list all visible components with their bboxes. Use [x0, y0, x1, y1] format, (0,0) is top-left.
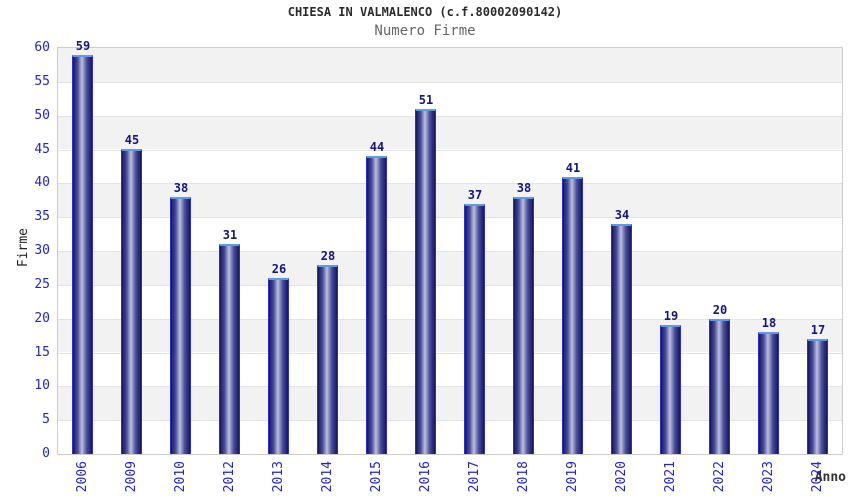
- bar-2006: [72, 55, 93, 454]
- bar-value-label: 20: [712, 303, 728, 317]
- x-tick-label-2010: 2010: [173, 461, 188, 493]
- bar-value-label: 38: [516, 181, 532, 195]
- bar-value-label: 37: [467, 188, 483, 202]
- bar-value-label: 31: [222, 228, 238, 242]
- bar-value-label: 19: [663, 309, 679, 323]
- bar-2022: [709, 319, 730, 454]
- bar-value-label: 51: [418, 93, 434, 107]
- y-tick-label: 0: [42, 446, 50, 461]
- bar-2009: [121, 149, 142, 454]
- bar-value-label: 59: [75, 39, 91, 53]
- y-tick-label: 30: [34, 243, 50, 258]
- chart-subtitle: Numero Firme: [374, 23, 476, 39]
- x-tick-label-2019: 2019: [565, 461, 580, 493]
- bar-2017: [464, 204, 485, 454]
- grid-band: [58, 48, 842, 82]
- bar-2020: [611, 224, 632, 454]
- x-tick-label-2015: 2015: [369, 461, 384, 493]
- bar-value-label: 34: [614, 208, 630, 222]
- bar-2015: [366, 156, 387, 454]
- plot-area: 59 45 38 31 26 28 44 51 37 38 41 34 19 20 18 17: [57, 39, 843, 455]
- x-tick-label-2012: 2012: [222, 461, 237, 493]
- bar-2013: [268, 278, 289, 454]
- y-tick-label: 10: [34, 378, 50, 393]
- x-axis-title: Anno: [814, 470, 846, 485]
- y-tick-label: 15: [34, 345, 50, 360]
- x-tick-label-2014: 2014: [320, 461, 335, 493]
- x-tick-label-2006: 2006: [75, 461, 90, 493]
- bar-value-label: 18: [761, 316, 777, 330]
- y-tick-label: 55: [34, 74, 50, 89]
- y-tick-label: 20: [34, 311, 50, 326]
- bar-value-label: 38: [173, 181, 189, 195]
- y-tick-label: 5: [42, 412, 50, 427]
- x-tick-label-2018: 2018: [516, 461, 531, 493]
- x-tick-label-2020: 2020: [614, 461, 629, 493]
- bar-value-label: 44: [369, 140, 385, 154]
- bar-value-label: 45: [124, 133, 140, 147]
- x-tick-label-2017: 2017: [467, 461, 482, 493]
- bar-value-label: 41: [565, 161, 581, 175]
- bar-2012: [219, 244, 240, 454]
- bar-2018: [513, 197, 534, 454]
- x-tick-label-2023: 2023: [761, 461, 776, 493]
- bar-2016: [415, 109, 436, 454]
- bar-value-label: 17: [810, 323, 826, 337]
- y-tick-label: 35: [34, 209, 50, 224]
- grid-band: [58, 115, 842, 150]
- bar-2023: [758, 332, 779, 454]
- bar-2010: [170, 197, 191, 454]
- x-tick-label-2016: 2016: [418, 461, 433, 493]
- bar-2014: [317, 265, 338, 454]
- grid-band: [58, 149, 842, 184]
- bar-2021: [660, 325, 681, 454]
- bar-value-label: 26: [271, 262, 287, 276]
- bar-value-label: 28: [320, 249, 336, 263]
- y-tick-label: 60: [34, 40, 50, 55]
- grid-band: [58, 81, 842, 116]
- x-tick-label-2022: 2022: [712, 461, 727, 493]
- x-tick-label-2021: 2021: [663, 461, 678, 493]
- y-tick-label: 40: [34, 175, 50, 190]
- bar-2024: [807, 339, 828, 454]
- x-tick-label-2009: 2009: [124, 461, 139, 493]
- y-tick-label: 25: [34, 277, 50, 292]
- y-tick-label: 45: [34, 142, 50, 157]
- chart-title: CHIESA IN VALMALENCO (c.f.80002090142): [287, 5, 563, 19]
- y-tick-label: 50: [34, 108, 50, 123]
- bar-2019: [562, 177, 583, 454]
- x-tick-label-2013: 2013: [271, 461, 286, 493]
